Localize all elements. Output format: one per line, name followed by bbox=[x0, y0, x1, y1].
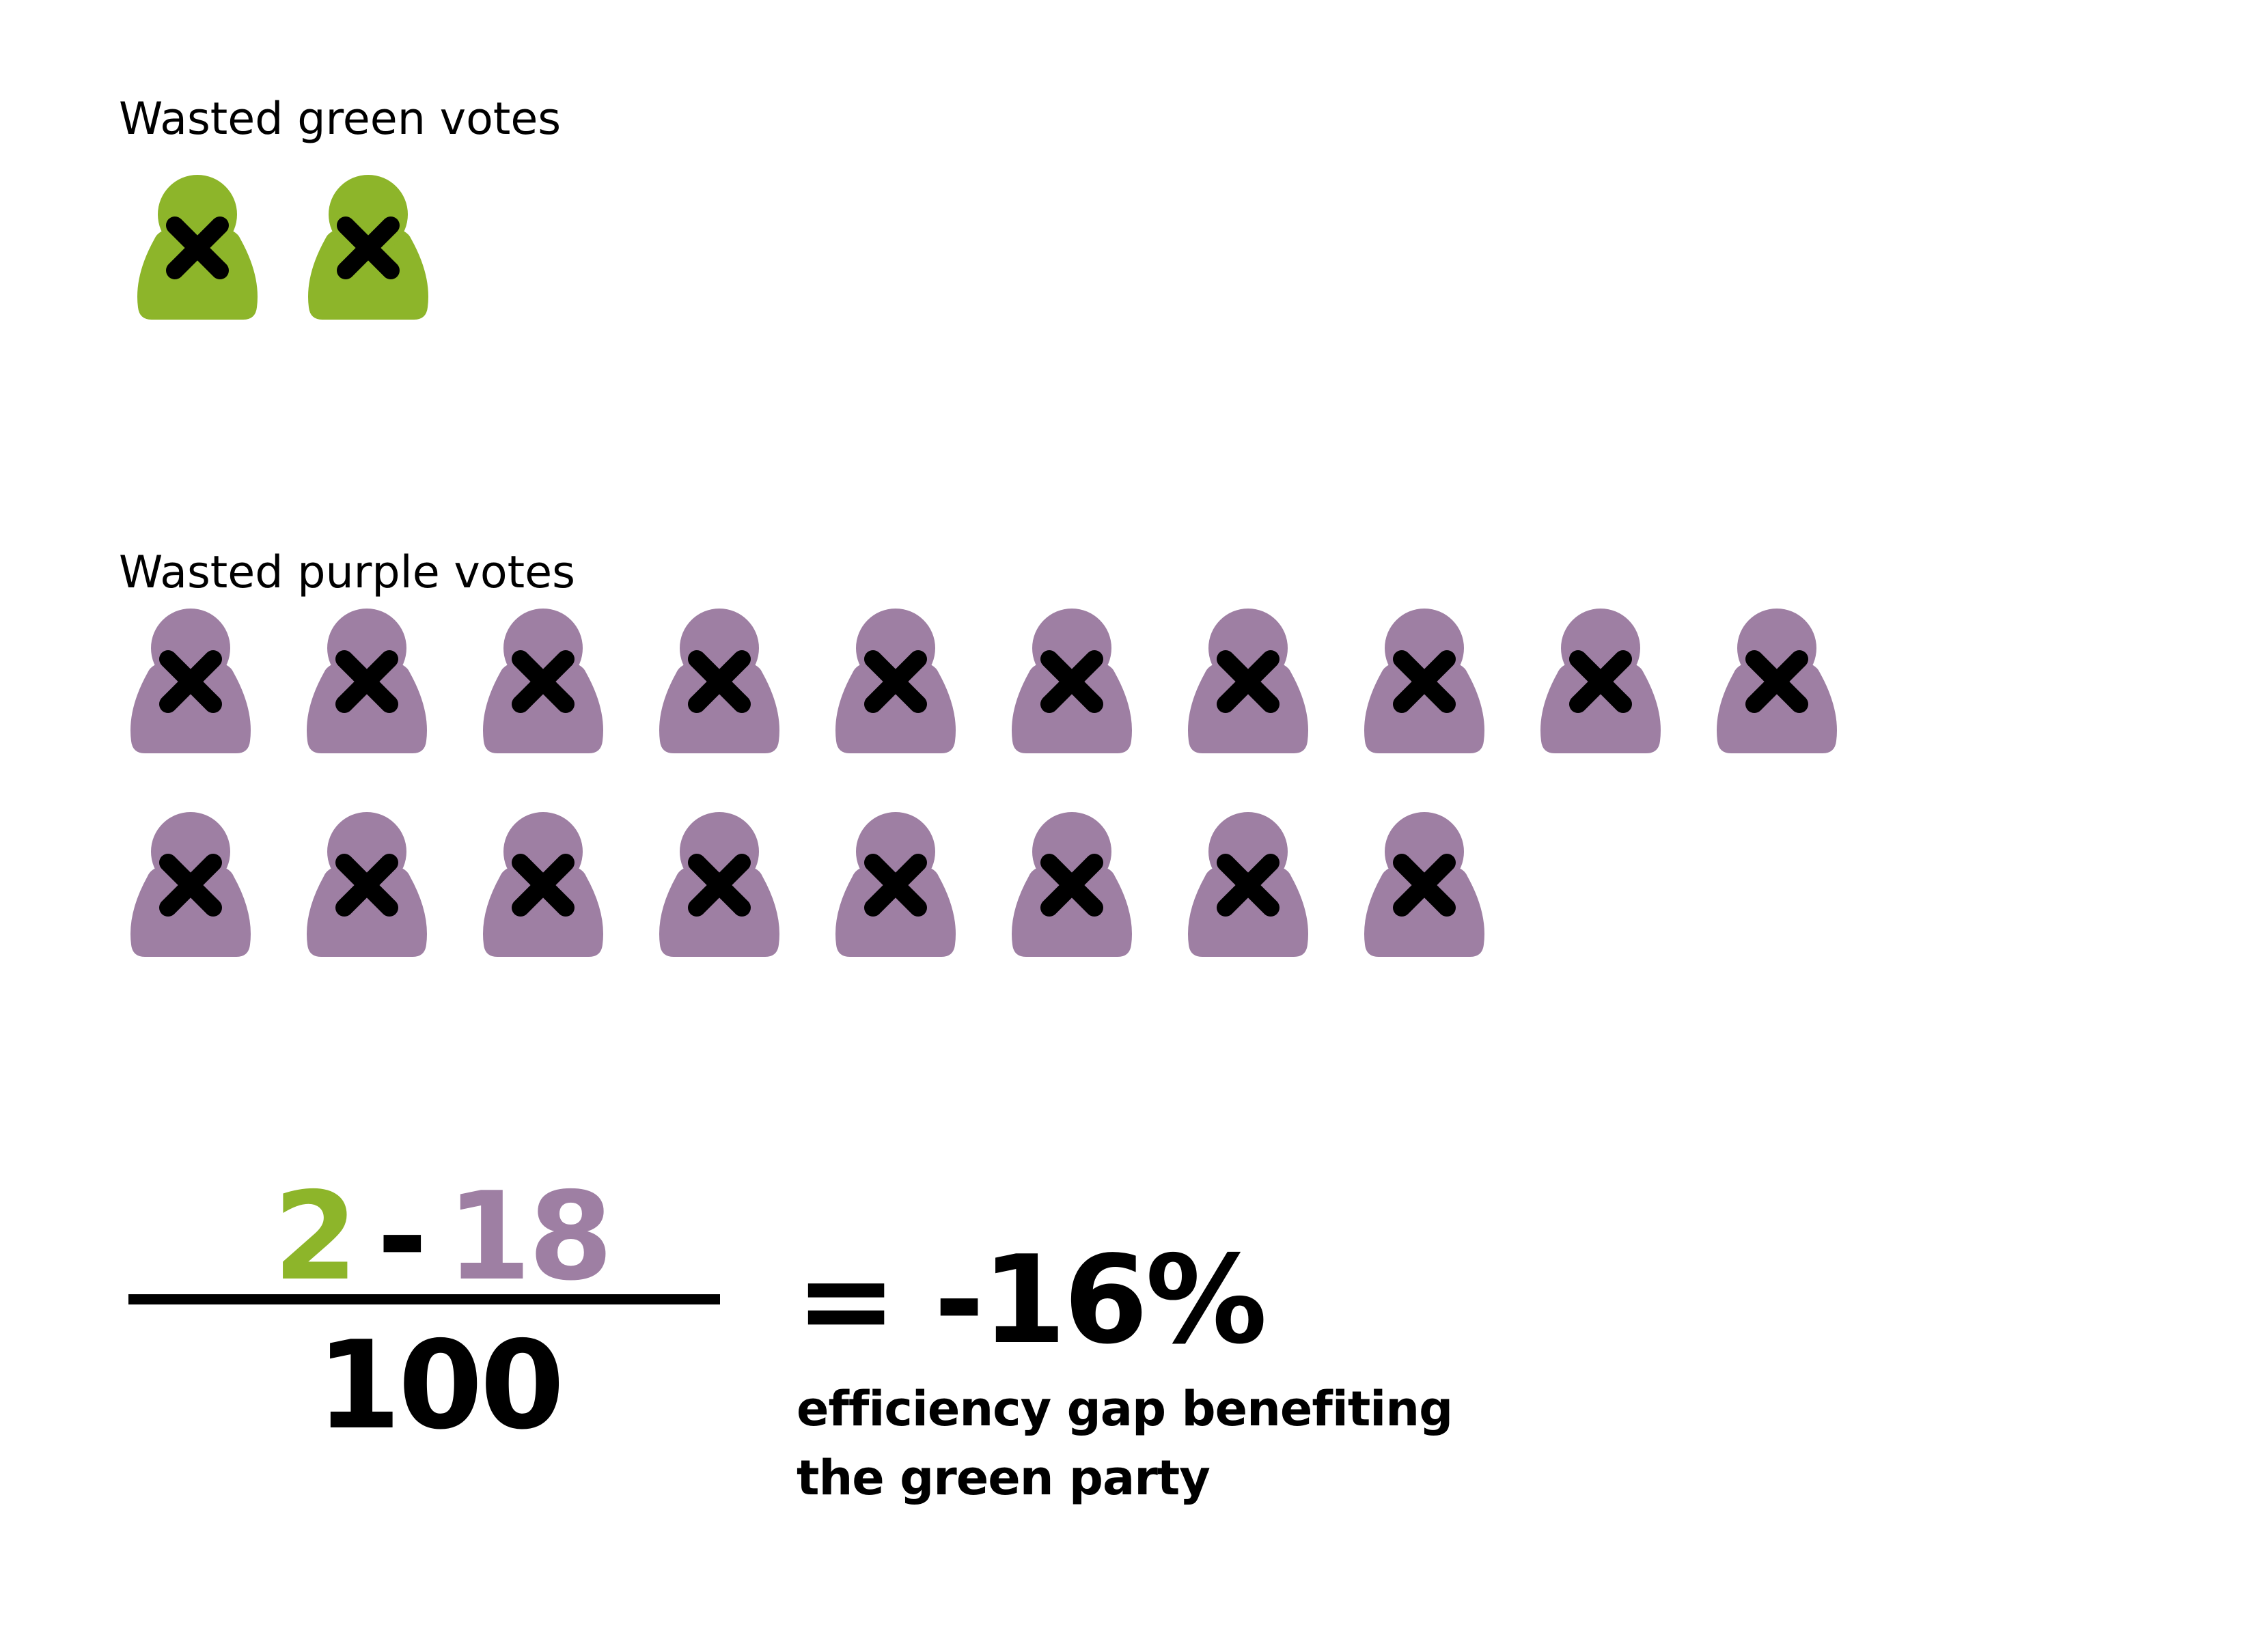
purple-voter-icon bbox=[656, 607, 783, 756]
fraction-denominator: 100 bbox=[316, 1315, 565, 1456]
caption-line-2: the green party bbox=[797, 1450, 1211, 1506]
purple-voter-icon bbox=[1185, 607, 1312, 756]
caption-line-1: efficiency gap benefiting bbox=[797, 1381, 1453, 1437]
result-caption: efficiency gap benefiting the green part… bbox=[797, 1375, 1453, 1513]
green-wasted-count: 2 bbox=[273, 1166, 358, 1307]
minus-sign: - bbox=[376, 1166, 428, 1307]
purple-voter-icon bbox=[832, 607, 959, 756]
purple-voter-icon bbox=[1537, 607, 1664, 756]
purple-voter-icon bbox=[480, 607, 607, 756]
purple-voter-icon bbox=[1185, 811, 1312, 960]
purple-voter-icon bbox=[1713, 607, 1840, 756]
purple-voter-icon bbox=[1361, 607, 1488, 756]
fraction-bar bbox=[128, 1294, 720, 1304]
purple-voter-icon bbox=[1008, 607, 1135, 756]
purple-voter-icon bbox=[656, 811, 783, 960]
purple-voter-icon bbox=[303, 607, 430, 756]
fraction-numerator: 2-18 bbox=[273, 1176, 613, 1298]
green-section-title: Wasted green votes bbox=[119, 94, 562, 145]
efficiency-gap-result: = -16% bbox=[795, 1229, 1267, 1371]
purple-voter-icon bbox=[1008, 811, 1135, 960]
purple-voter-icon bbox=[127, 607, 254, 756]
purple-section-title: Wasted purple votes bbox=[119, 547, 575, 598]
purple-voter-icon bbox=[303, 811, 430, 960]
green-voter-icon bbox=[305, 173, 432, 322]
green-voter-icon bbox=[134, 173, 261, 322]
purple-voter-icon bbox=[127, 811, 254, 960]
purple-wasted-count: 18 bbox=[446, 1166, 613, 1307]
purple-voter-icon bbox=[832, 811, 959, 960]
purple-voter-icon bbox=[1361, 811, 1488, 960]
purple-voter-icon bbox=[480, 811, 607, 960]
